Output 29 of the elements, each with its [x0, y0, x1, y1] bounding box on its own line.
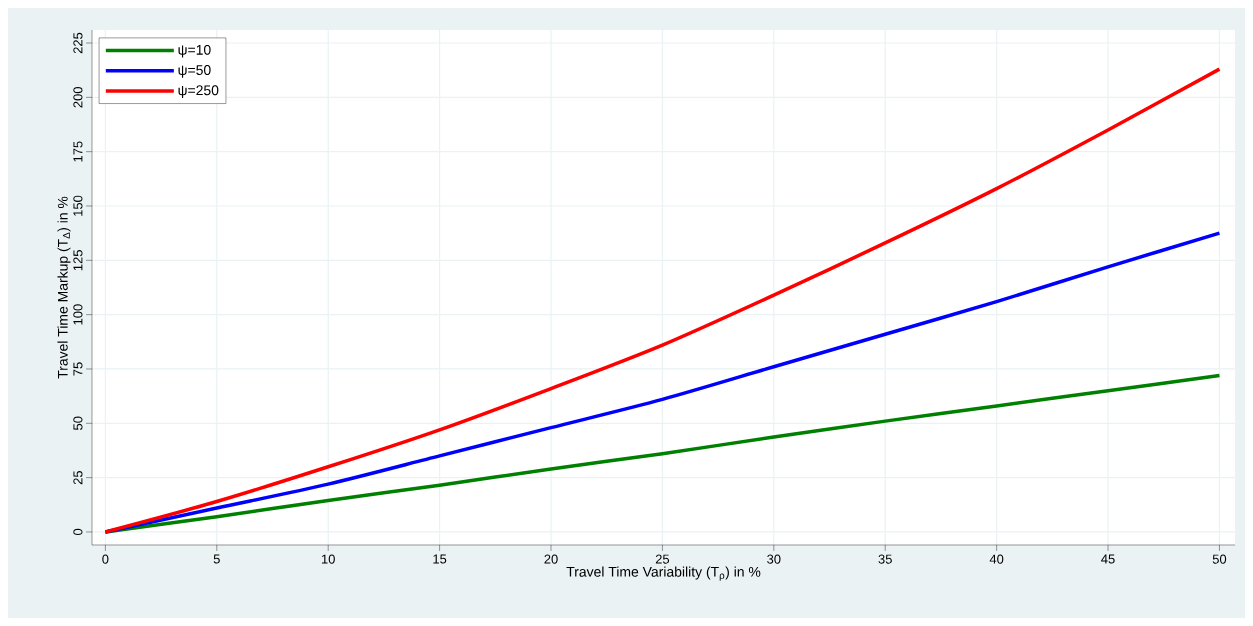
- y-axis-title: Travel Time Markup (T$_{Δ}$) in %: [57, 196, 71, 379]
- x-tick-label: 50: [1212, 554, 1227, 564]
- x-tick-label: 25: [655, 554, 670, 564]
- y-tick-label: 75: [73, 362, 83, 376]
- y-tick-label: 50: [73, 416, 83, 430]
- y-tick-label: 125: [73, 250, 83, 271]
- y-tick-label: 175: [73, 141, 83, 162]
- legend-label: ψ=250: [178, 85, 219, 98]
- x-axis-title: Travel Time Variability (T$_{ρ}$) in %: [566, 566, 761, 581]
- line-series: [103, 231, 1222, 534]
- x-tick-label: 10: [321, 554, 335, 564]
- legend-label: ψ=10: [178, 44, 211, 58]
- y-tick-label: 225: [73, 32, 83, 54]
- y-tick-label: 0: [73, 528, 83, 536]
- y-tick-label: 100: [73, 304, 83, 325]
- x-tick-label: 20: [544, 554, 558, 564]
- legend-label: ψ=50: [178, 65, 211, 78]
- line-series: [103, 373, 1222, 534]
- y-tick-label: 25: [73, 470, 83, 485]
- x-tick-label: 35: [878, 554, 892, 564]
- y-tick-label: 150: [73, 195, 83, 216]
- x-tick-label: 45: [1101, 554, 1115, 564]
- y-tick-label: 200: [73, 87, 83, 108]
- x-tick-label: 30: [767, 554, 781, 564]
- x-tick-label: 0: [102, 554, 109, 564]
- x-tick-label: 15: [433, 554, 447, 564]
- x-tick-label: 5: [213, 554, 220, 564]
- line-series: [103, 67, 1222, 534]
- x-tick-label: 40: [989, 554, 1004, 564]
